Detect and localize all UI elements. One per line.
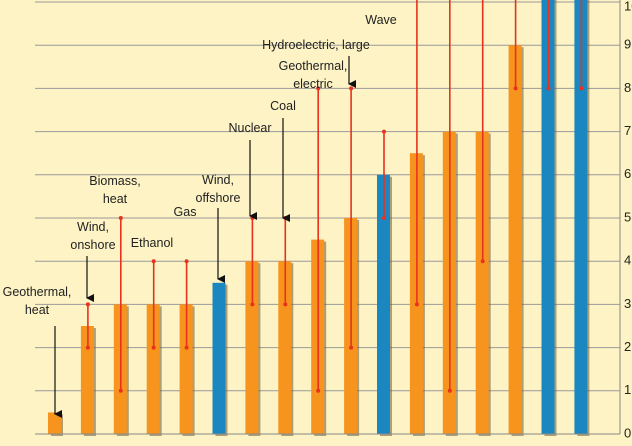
category-label: Coal bbox=[270, 99, 296, 113]
bar bbox=[48, 412, 61, 434]
y-tick-label: 0 bbox=[624, 425, 631, 440]
y-tick-label: 3 bbox=[624, 296, 631, 311]
annotation-arrows bbox=[54, 56, 356, 418]
category-label: Wind, offshore bbox=[195, 173, 241, 205]
category-label: Wind, onshore bbox=[70, 220, 116, 252]
y-tick-label: 6 bbox=[624, 166, 631, 181]
y-tick-label: 2 bbox=[624, 339, 631, 354]
error-cap bbox=[447, 388, 452, 393]
error-cap bbox=[349, 345, 354, 350]
y-tick-label: 1 bbox=[624, 382, 631, 397]
error-cap bbox=[349, 86, 354, 91]
error-cap bbox=[151, 345, 156, 350]
category-label: Ethanol bbox=[130, 236, 174, 250]
bar bbox=[377, 174, 390, 435]
y-tick-label: 4 bbox=[624, 253, 631, 268]
bar bbox=[475, 131, 489, 434]
error-cap bbox=[250, 302, 255, 307]
category-label: Wave bbox=[365, 13, 397, 27]
error-cap bbox=[513, 86, 518, 91]
error-cap bbox=[184, 345, 189, 350]
error-cap bbox=[85, 302, 90, 307]
error-cap bbox=[382, 129, 386, 134]
error-cap bbox=[85, 345, 90, 350]
error-cap bbox=[118, 388, 123, 393]
category-label: Geothermal, electric bbox=[278, 59, 348, 91]
bar bbox=[541, 0, 555, 435]
bar bbox=[179, 304, 193, 434]
bar bbox=[245, 261, 259, 434]
category-label: Biomass, heat bbox=[89, 174, 141, 206]
error-cap bbox=[382, 216, 386, 220]
error-cap bbox=[480, 259, 485, 264]
bar bbox=[146, 304, 160, 434]
y-tick-label: 7 bbox=[624, 123, 631, 138]
error-cap bbox=[316, 86, 321, 91]
bar bbox=[574, 0, 588, 435]
category-label: Gas bbox=[173, 205, 197, 219]
category-label: Geothermal, heat bbox=[2, 285, 72, 317]
category-label: Nuclear bbox=[228, 121, 272, 135]
error-cap bbox=[283, 302, 288, 307]
error-cap bbox=[283, 216, 288, 220]
error-cap bbox=[579, 86, 584, 91]
error-cap bbox=[414, 302, 419, 307]
error-cap bbox=[250, 216, 255, 220]
error-cap bbox=[316, 388, 321, 393]
bar bbox=[80, 326, 94, 434]
y-tick-label: 10 bbox=[624, 0, 632, 13]
y-tick-label: 8 bbox=[624, 80, 631, 95]
error-cap bbox=[151, 259, 156, 264]
error-cap bbox=[184, 259, 189, 264]
error-cap bbox=[118, 216, 123, 220]
category-label: Hydroelectric, large bbox=[262, 38, 370, 52]
bar bbox=[278, 261, 292, 434]
bar bbox=[212, 282, 226, 434]
y-tick-label: 9 bbox=[624, 37, 631, 52]
y-tick-label: 5 bbox=[624, 209, 631, 224]
bar bbox=[508, 45, 522, 434]
error-cap bbox=[546, 86, 551, 91]
